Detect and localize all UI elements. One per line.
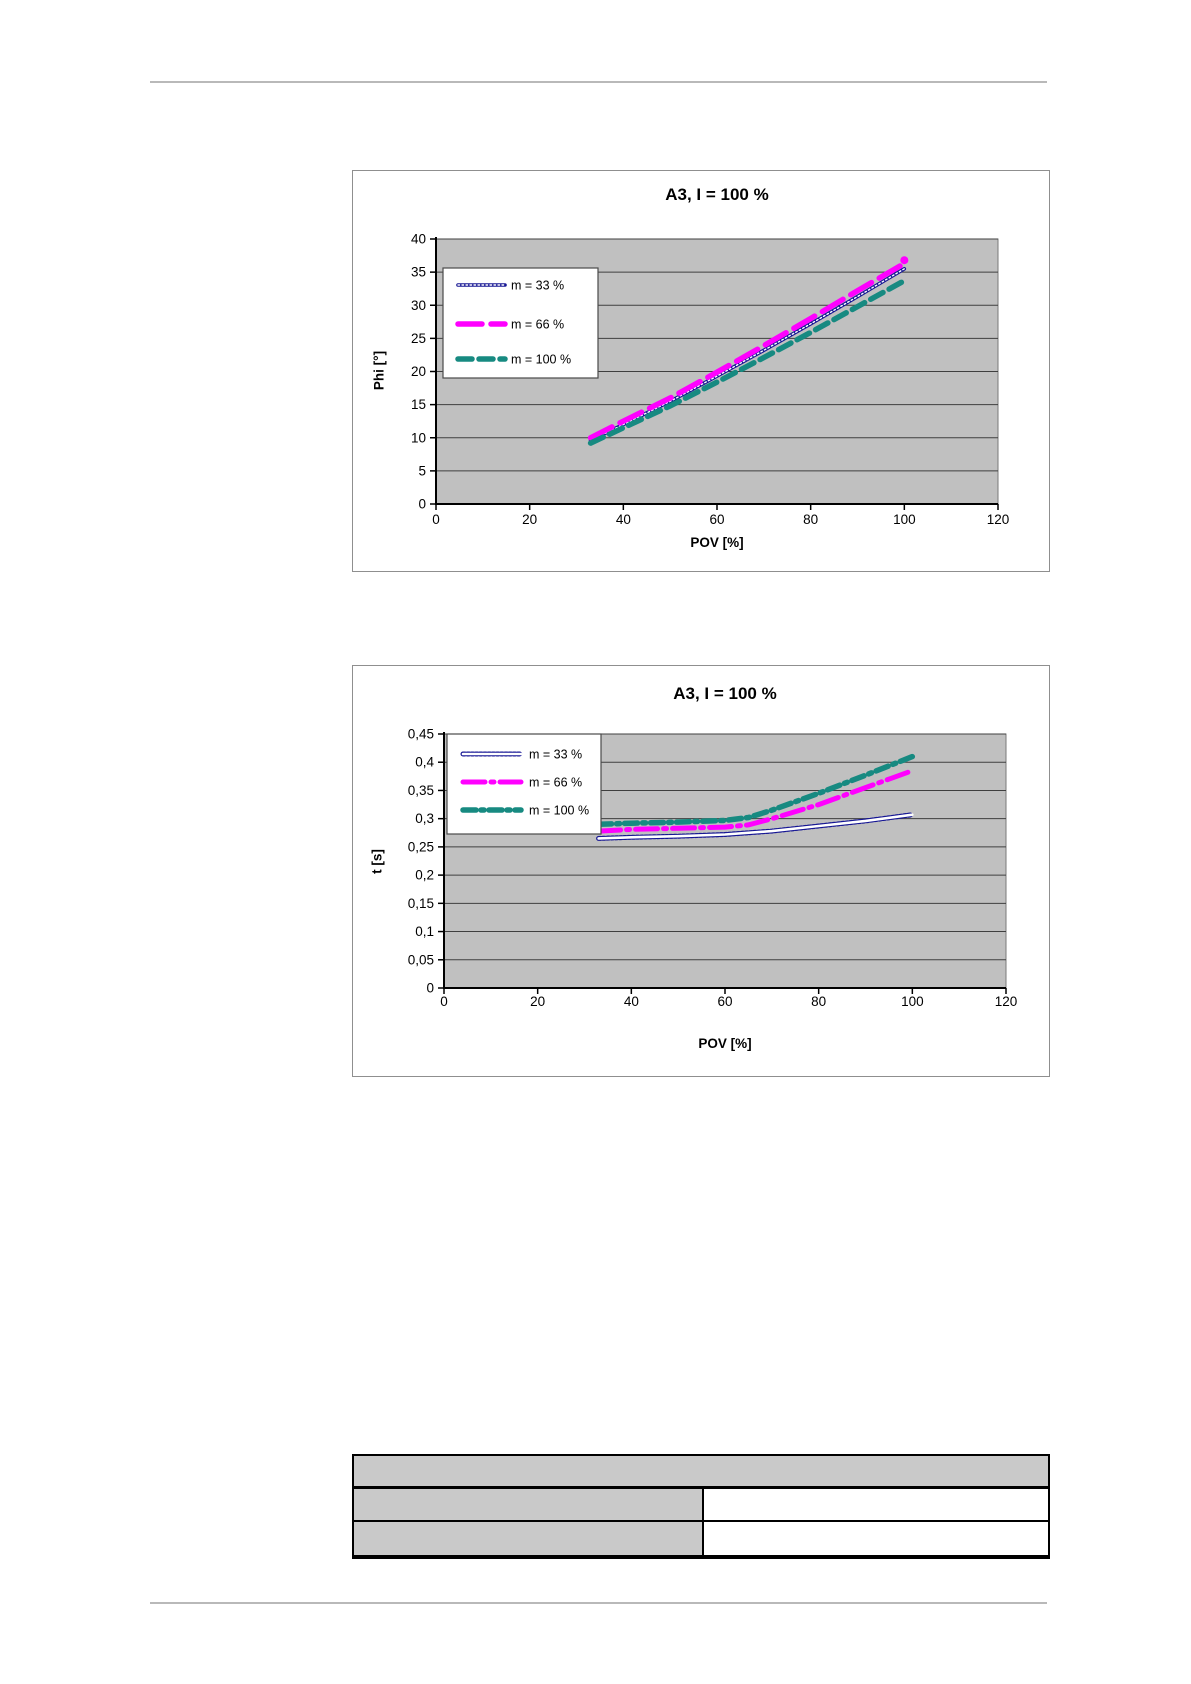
svg-text:100: 100 bbox=[893, 512, 916, 527]
svg-text:0,45: 0,45 bbox=[408, 727, 434, 742]
svg-text:15: 15 bbox=[411, 397, 426, 412]
series-line bbox=[587, 277, 908, 446]
svg-text:0,15: 0,15 bbox=[408, 896, 434, 911]
y-axis-ticks: 0 5 10 15 20 25 30 35 40 bbox=[411, 232, 436, 512]
svg-text:60: 60 bbox=[709, 512, 724, 527]
chart-1-y-axis-title: Phi [°] bbox=[371, 350, 387, 391]
chart-1-title: A3, I = 100 % bbox=[665, 185, 769, 204]
svg-text:40: 40 bbox=[616, 512, 631, 527]
chart-2-y-axis-title: t [s] bbox=[369, 849, 385, 874]
svg-text:0,05: 0,05 bbox=[408, 952, 434, 967]
svg-text:25: 25 bbox=[411, 331, 426, 346]
series-line bbox=[595, 753, 916, 828]
results-table bbox=[352, 1454, 1050, 1559]
svg-text:30: 30 bbox=[411, 298, 426, 313]
chart-2-plot: 0 0,05 0,1 0,15 0,2 0,25 0,3 0,35 0,4 0,45 0 20 40 60… bbox=[408, 727, 1018, 1010]
legend: m = 33 % m = 66 % m = 100 % bbox=[446, 733, 602, 835]
svg-text:0: 0 bbox=[426, 981, 434, 996]
table-cell-value bbox=[704, 1489, 1048, 1520]
svg-text:120: 120 bbox=[995, 994, 1018, 1009]
series-line bbox=[587, 260, 908, 441]
svg-text:0: 0 bbox=[418, 497, 426, 512]
svg-text:0,1: 0,1 bbox=[415, 924, 434, 939]
table-row bbox=[354, 1522, 1048, 1555]
legend: m = 33 % m = 66 % m = 100 % bbox=[442, 267, 599, 379]
legend-label: m = 33 % bbox=[511, 279, 564, 293]
legend-label: m = 100 % bbox=[511, 353, 571, 367]
x-axis-ticks: 0 20 40 60 80 100 120 bbox=[440, 988, 1017, 1009]
x-axis-ticks: 0 20 40 60 80 100 120 bbox=[432, 504, 1009, 527]
svg-text:0,25: 0,25 bbox=[408, 839, 434, 854]
svg-text:20: 20 bbox=[522, 512, 537, 527]
series-line bbox=[596, 812, 915, 841]
table-cell-label bbox=[354, 1489, 704, 1520]
series-end-marker bbox=[900, 256, 909, 265]
svg-text:60: 60 bbox=[717, 994, 732, 1009]
svg-text:40: 40 bbox=[624, 994, 639, 1009]
table-cell-value bbox=[704, 1522, 1048, 1555]
svg-text:10: 10 bbox=[411, 430, 426, 445]
legend-label: m = 33 % bbox=[529, 748, 582, 762]
table-row bbox=[354, 1489, 1048, 1522]
svg-text:80: 80 bbox=[811, 994, 826, 1009]
svg-text:0: 0 bbox=[432, 512, 440, 527]
svg-text:80: 80 bbox=[803, 512, 818, 527]
svg-text:5: 5 bbox=[418, 463, 426, 478]
chart-1-x-axis-title: POV [%] bbox=[690, 535, 744, 550]
svg-text:0: 0 bbox=[440, 994, 448, 1009]
chart-1-frame: 0 5 10 15 20 25 30 35 40 0 20 40 60 80 100 120 m = 33 % m… bbox=[352, 170, 1050, 572]
footer-rule bbox=[150, 1602, 1047, 1604]
svg-text:100: 100 bbox=[901, 994, 924, 1009]
svg-text:20: 20 bbox=[411, 364, 426, 379]
series-line bbox=[596, 768, 915, 834]
legend-label: m = 100 % bbox=[529, 804, 589, 818]
svg-text:120: 120 bbox=[987, 512, 1010, 527]
svg-text:0,2: 0,2 bbox=[415, 868, 434, 883]
chart-2-title: A3, I = 100 % bbox=[673, 684, 777, 703]
svg-text:20: 20 bbox=[530, 994, 545, 1009]
series-line bbox=[588, 267, 907, 443]
header-rule bbox=[150, 81, 1047, 83]
legend-label: m = 66 % bbox=[511, 318, 564, 332]
svg-text:0,3: 0,3 bbox=[415, 811, 434, 826]
chart-2-x-axis-title: POV [%] bbox=[698, 1036, 752, 1051]
svg-text:40: 40 bbox=[411, 232, 426, 247]
svg-text:0,4: 0,4 bbox=[415, 755, 434, 770]
y-axis-ticks: 0 0,05 0,1 0,15 0,2 0,25 0,3 0,35 0,4 0,45 bbox=[408, 727, 444, 996]
legend-label: m = 66 % bbox=[529, 776, 582, 790]
table-cell-label bbox=[354, 1522, 704, 1555]
svg-text:0,35: 0,35 bbox=[408, 783, 434, 798]
table-header-row bbox=[354, 1456, 1048, 1489]
svg-text:35: 35 bbox=[411, 265, 426, 280]
chart-2-frame: 0 0,05 0,1 0,15 0,2 0,25 0,3 0,35 0,4 0,45 0 20 40 60… bbox=[352, 665, 1050, 1077]
